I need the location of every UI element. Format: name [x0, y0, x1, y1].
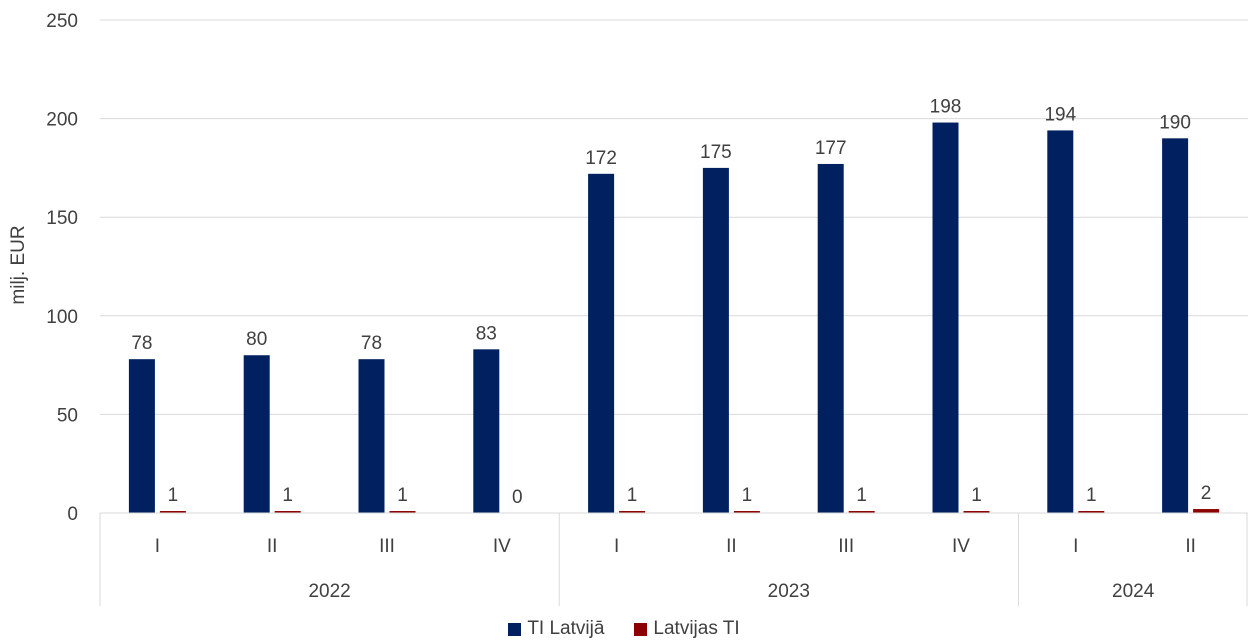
x-tick-label: III	[379, 536, 395, 557]
bar	[389, 511, 416, 513]
data-label: 0	[512, 487, 523, 508]
bar	[817, 163, 844, 513]
bar	[932, 122, 959, 513]
x-group-label: 2024	[1112, 581, 1155, 602]
x-group-label: 2022	[308, 581, 350, 602]
data-label: 78	[131, 333, 152, 354]
y-tick-label: 50	[57, 405, 78, 426]
x-tick-label: I	[614, 536, 619, 557]
legend-item-ti-latvija: TI Latvijā	[508, 618, 604, 640]
bar	[159, 511, 186, 513]
bar	[473, 349, 500, 513]
bar	[1047, 130, 1074, 513]
x-tick-label: I	[1073, 536, 1078, 557]
data-label: 190	[1159, 112, 1191, 133]
bar	[963, 511, 990, 513]
data-label: 1	[397, 485, 408, 506]
y-tick-label: 150	[46, 208, 78, 229]
bar	[1193, 509, 1220, 513]
data-label: 177	[815, 138, 847, 159]
legend: TI Latvijā Latvijas TI	[0, 618, 1248, 640]
legend-swatch-ti-latvija	[508, 622, 522, 636]
bar	[619, 511, 646, 513]
gridlines	[100, 19, 1248, 415]
data-label: 1	[856, 485, 867, 506]
data-label: 194	[1044, 104, 1076, 125]
data-label: 2	[1201, 483, 1212, 504]
legend-item-latvijas-ti: Latvijas TI	[634, 618, 740, 640]
bar	[243, 355, 270, 513]
bar	[848, 511, 875, 513]
legend-label-ti-latvija: TI Latvijā	[527, 618, 605, 639]
data-label: 172	[585, 148, 617, 169]
data-label: 1	[742, 485, 753, 506]
x-tick-label: IV	[493, 536, 511, 557]
data-label: 1	[971, 485, 982, 506]
bar	[128, 359, 155, 513]
data-label: 1	[627, 485, 638, 506]
y-axis: 0 50 100 150 200 250	[46, 11, 78, 525]
bar	[1162, 138, 1189, 513]
bar	[588, 173, 615, 514]
data-label: 175	[700, 142, 732, 163]
legend-label-latvijas-ti: Latvijas TI	[653, 618, 740, 639]
x-tick-label: II	[1185, 536, 1196, 557]
data-label: 1	[1086, 485, 1097, 506]
y-tick-label: 200	[46, 110, 78, 131]
legend-swatch-latvijas-ti	[634, 622, 648, 636]
bar	[733, 511, 760, 513]
x-tick-label: I	[155, 536, 160, 557]
x-tick-label: IV	[952, 536, 970, 557]
y-tick-label: 100	[46, 307, 78, 328]
data-label: 80	[246, 329, 267, 350]
bar-series: 78 1 80 1 78 1 83 0 172 1 175 1 177 1 198 1 194 1 190 2	[128, 97, 1220, 514]
y-tick-label: 0	[67, 504, 78, 525]
x-tick-label: II	[726, 536, 737, 557]
bar	[358, 359, 385, 513]
bar	[1078, 511, 1105, 513]
y-axis-label: milj. EUR	[8, 225, 29, 304]
data-label: 1	[168, 485, 179, 506]
data-label: 83	[476, 323, 497, 344]
data-label: 78	[361, 333, 382, 354]
data-label: 198	[930, 97, 962, 118]
x-group-label: 2023	[768, 581, 810, 602]
y-tick-label: 250	[46, 11, 78, 32]
bar	[274, 511, 301, 513]
data-label: 1	[282, 485, 293, 506]
x-tick-label: III	[838, 536, 854, 557]
x-tick-label: II	[267, 536, 278, 557]
bar	[702, 167, 729, 513]
